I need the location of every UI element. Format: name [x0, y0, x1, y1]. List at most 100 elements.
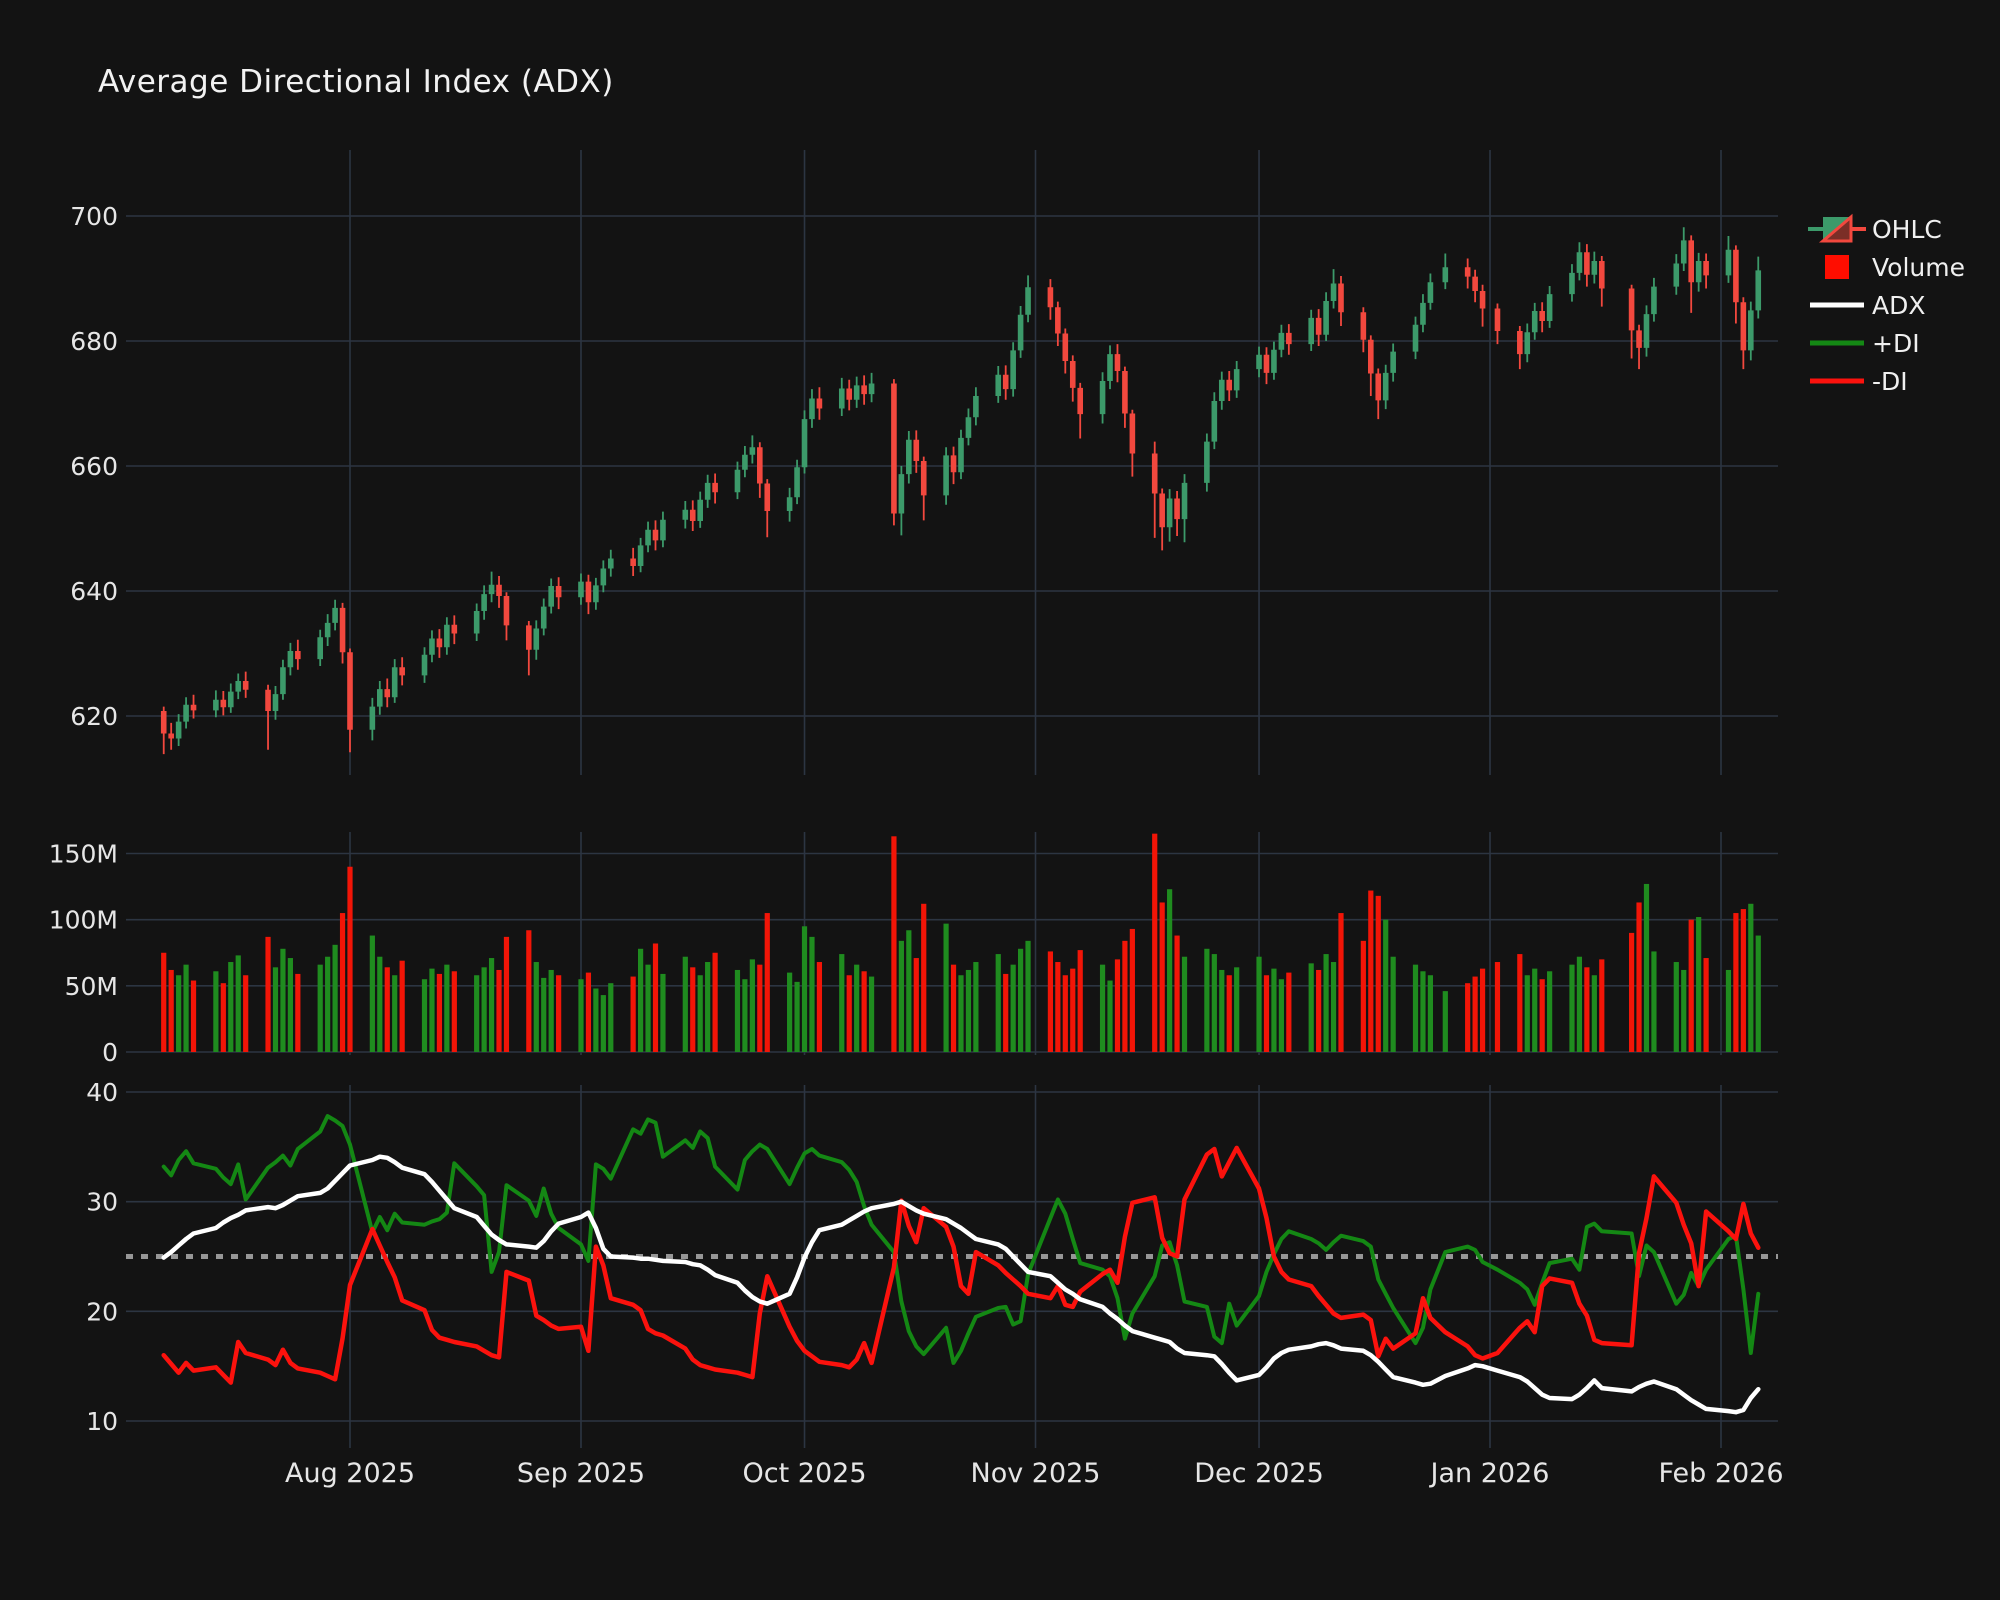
ohlc-candle [578, 581, 584, 598]
volume-bar [1479, 968, 1486, 1052]
ohlc-candle [1181, 482, 1188, 520]
volume-bar [168, 969, 174, 1052]
legend-label: OHLC [1872, 214, 1942, 244]
volume-bar [1167, 889, 1173, 1052]
volume-bar [1204, 948, 1210, 1052]
volume-bar [742, 979, 748, 1052]
ohlc-candle [399, 667, 405, 676]
ohlc-candle [734, 469, 741, 493]
volume-bar [421, 979, 428, 1052]
volume-bar [1755, 935, 1761, 1052]
ohlc-candle [1263, 354, 1270, 373]
ohlc-candlestick-icon [1808, 212, 1866, 246]
volume-bar [1740, 909, 1746, 1052]
volume-bar [339, 913, 346, 1052]
ohlc-candle [168, 733, 174, 739]
ohlc-candle [1114, 354, 1121, 371]
volume-bar [1129, 928, 1135, 1052]
ohlc-candle [1047, 287, 1054, 308]
ohlc-candle [801, 419, 808, 468]
volume-bar [541, 977, 547, 1052]
ohlc-candle [1077, 387, 1084, 415]
volume-bar [272, 967, 279, 1052]
ohlc-candle [526, 625, 532, 650]
volume-bar [854, 964, 860, 1052]
volume-bar [220, 983, 226, 1052]
volume-bar [839, 954, 845, 1052]
ohlc-candle [332, 607, 338, 623]
volume-bar [1286, 972, 1292, 1052]
volume-bar [287, 958, 293, 1052]
ohlc-candle [324, 622, 331, 638]
volume-bar [578, 979, 584, 1052]
volume-bar [1152, 833, 1158, 1052]
volume-bar [757, 964, 763, 1052]
volume-bar [1673, 962, 1679, 1052]
volume-bar [1651, 951, 1657, 1052]
volume-bar [1628, 932, 1635, 1052]
volume-bar [317, 964, 323, 1052]
volume-square-icon [1808, 254, 1866, 280]
ohlc-candle [555, 586, 562, 598]
volume-bar [384, 967, 390, 1052]
volume-bar [1360, 940, 1366, 1052]
ohlc-candle [540, 606, 547, 629]
ohlc-candle [1129, 413, 1136, 454]
volume-bar [712, 952, 718, 1052]
adx-axis-label: 30 [86, 1188, 118, 1217]
legend-item-ohlc[interactable]: OHLC [1808, 210, 1965, 248]
ohlc-candle [1017, 314, 1024, 351]
ohlc-candle [1464, 267, 1471, 277]
ohlc-candle [317, 637, 323, 660]
legend-label: ADX [1872, 290, 1926, 320]
volume-bar [965, 969, 972, 1052]
x-axis-month-label: Feb 2026 [1658, 1458, 1783, 1489]
legend-item-volume[interactable]: Volume [1808, 248, 1965, 286]
ohlc-candle [660, 519, 666, 541]
volume-bar [1338, 913, 1344, 1052]
ohlc-candle [280, 667, 286, 695]
x-axis-month-label: Oct 2025 [743, 1458, 867, 1489]
ohlc-candle [473, 611, 480, 634]
volume-bar [228, 962, 234, 1052]
volume-bar [1271, 968, 1277, 1052]
ohlc-candle [451, 624, 458, 634]
volume-bar [548, 969, 554, 1052]
ohlc-candle [429, 638, 435, 655]
legend: OHLC Volume ADX +DI -DI [1808, 210, 1965, 400]
ohlc-candle [704, 482, 711, 500]
volume-bar [637, 948, 644, 1052]
ohlc-candle [1010, 350, 1016, 390]
legend-label: +DI [1872, 328, 1920, 358]
ohlc-candle [339, 607, 346, 653]
x-axis-month-label: Nov 2025 [971, 1458, 1101, 1489]
volume-bar [764, 913, 770, 1052]
volume-bar [496, 969, 502, 1052]
adx-axis-label: 10 [86, 1407, 118, 1436]
ohlc-candle [1166, 498, 1173, 528]
volume-bar [1263, 975, 1270, 1052]
volume-bar [325, 956, 331, 1052]
volume-bar [749, 959, 755, 1052]
ohlc-candle [1442, 267, 1449, 283]
ohlc-candle [1740, 302, 1747, 351]
ohlc-candle [1651, 286, 1657, 315]
legend-item-plus-di[interactable]: +DI [1808, 324, 1965, 362]
ohlc-candle [1174, 498, 1180, 520]
legend-item-adx[interactable]: ADX [1808, 286, 1965, 324]
ohlc-candle [943, 455, 949, 496]
adx-axis-label: 40 [86, 1078, 118, 1107]
ohlc-candle [1360, 312, 1367, 340]
ohlc-candle [965, 417, 972, 438]
ohlc-candle [906, 439, 912, 475]
gridlines [126, 150, 1778, 1448]
legend-item-minus-di[interactable]: -DI [1808, 362, 1965, 400]
ohlc-candle [1286, 332, 1292, 345]
volume-bar [1390, 956, 1396, 1052]
volume-bar [1472, 976, 1478, 1052]
volume-bar [1114, 959, 1121, 1052]
volume-bar [503, 936, 510, 1052]
ohlc-candle [1494, 308, 1501, 331]
price-axis-label: 620 [70, 702, 118, 731]
